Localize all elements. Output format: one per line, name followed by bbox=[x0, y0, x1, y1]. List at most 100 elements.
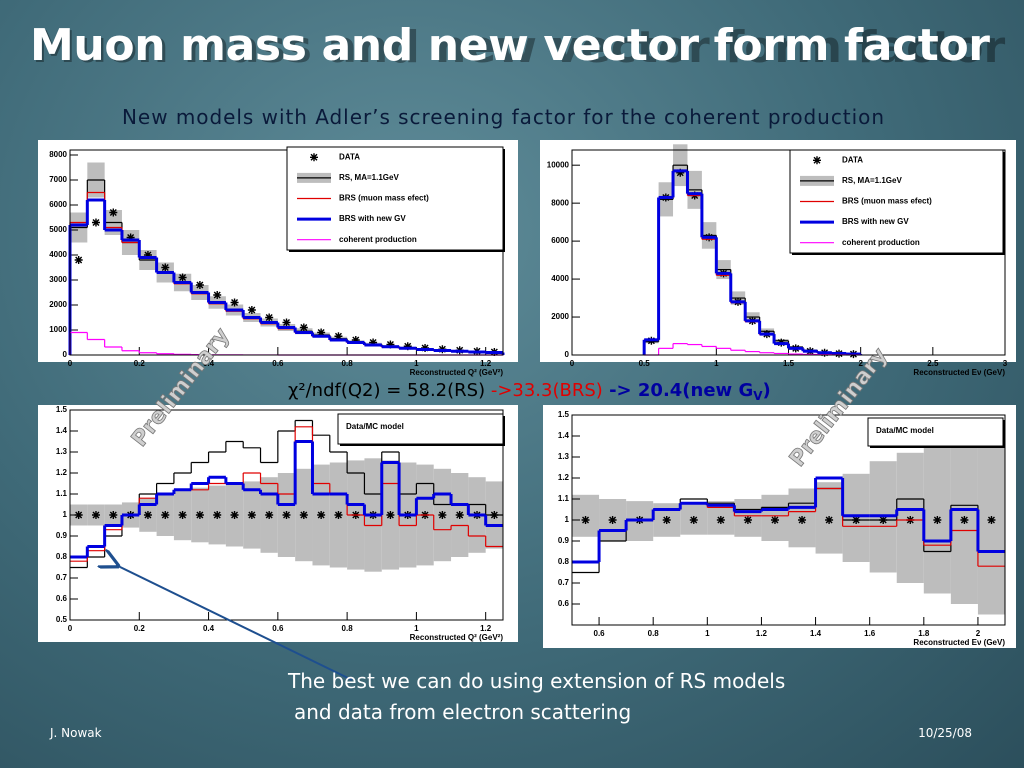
x-tick-label: 1.2 bbox=[756, 629, 768, 638]
note-line: and data from electron scattering bbox=[294, 700, 631, 724]
y-tick-label: 0.5 bbox=[56, 615, 68, 624]
data-point bbox=[282, 318, 291, 327]
x-axis-label: Reconstructed Q² (GeV²) bbox=[410, 633, 504, 642]
data-point bbox=[960, 516, 969, 524]
footer-author: J. Nowak bbox=[49, 726, 102, 740]
plot-frame bbox=[69, 409, 504, 621]
data-point bbox=[299, 323, 308, 332]
x-axis-label: Reconstructed Eν (GeV) bbox=[913, 368, 1005, 377]
data-point bbox=[770, 516, 779, 524]
x-tick-label: 2 bbox=[976, 629, 981, 638]
y-tick-label: 0 bbox=[63, 350, 68, 359]
x-tick-label: 1.5 bbox=[783, 359, 795, 368]
y-tick-label: 1.2 bbox=[558, 473, 570, 482]
x-tick-label: 2 bbox=[858, 359, 863, 368]
y-tick-label: 0.6 bbox=[56, 594, 68, 603]
x-tick-label: 1 bbox=[714, 359, 719, 368]
data-point bbox=[455, 511, 464, 519]
chi2-new-end: ) bbox=[763, 380, 771, 401]
y-tick-label: 8000 bbox=[551, 198, 569, 207]
y-tick-label: 6000 bbox=[49, 200, 67, 209]
data-point bbox=[299, 511, 308, 519]
data-point bbox=[74, 511, 83, 519]
title-shadow: Muon mass and new vector form factor bbox=[32, 22, 1005, 73]
data-point bbox=[178, 511, 187, 519]
legend-marker bbox=[813, 156, 821, 165]
chi2-new-sub: V bbox=[753, 389, 763, 403]
x-tick-label: 0.2 bbox=[134, 624, 146, 633]
x-tick-label: 1.4 bbox=[810, 629, 822, 638]
data-point bbox=[351, 336, 360, 344]
x-tick-label: 1 bbox=[414, 624, 419, 633]
data-point bbox=[195, 511, 204, 519]
x-tick-label: 2.5 bbox=[927, 359, 939, 368]
data-point bbox=[265, 313, 274, 322]
y-tick-label: 2000 bbox=[551, 312, 569, 321]
x-tick-label: 0.4 bbox=[203, 359, 215, 368]
legend-title: Data/MC model bbox=[346, 422, 404, 431]
x-tick-label: 0 bbox=[570, 359, 575, 368]
chi2-annotation: χ²/ndf(Q2) = 58.2(RS) ->33.3(BRS) -> 20.… bbox=[288, 380, 771, 403]
x-tick-label: 1.8 bbox=[918, 629, 930, 638]
data-point bbox=[161, 511, 170, 519]
data-point bbox=[91, 218, 100, 227]
data-point bbox=[265, 511, 274, 519]
y-tick-label: 4000 bbox=[551, 274, 569, 283]
x-tick-label: 0.8 bbox=[648, 629, 660, 638]
chi2-new: -> 20.4(new G bbox=[603, 380, 753, 401]
data-point bbox=[386, 340, 395, 349]
x-tick-label: 0.8 bbox=[342, 624, 354, 633]
data-point bbox=[825, 516, 834, 524]
data-point bbox=[369, 338, 378, 347]
data-point bbox=[282, 511, 291, 519]
x-tick-label: 0.6 bbox=[272, 624, 284, 633]
x-axis-label: Reconstructed Q² (GeV²) bbox=[410, 368, 504, 377]
y-tick-label: 0 bbox=[565, 350, 570, 359]
footer-date: 10/25/08 bbox=[918, 726, 972, 740]
y-tick-label: 3000 bbox=[49, 275, 67, 284]
y-tick-label: 1.4 bbox=[56, 426, 68, 435]
data-point bbox=[716, 516, 725, 524]
chi2-brs: ->33.3(BRS) bbox=[491, 380, 603, 401]
x-tick-label: 0.4 bbox=[203, 624, 215, 633]
legend-label: BRS (muon mass efect) bbox=[339, 194, 429, 203]
legend-label: RS, MA=1.1GeV bbox=[339, 173, 399, 182]
data-point bbox=[109, 208, 118, 217]
data-point bbox=[230, 511, 239, 519]
x-tick-label: 1 bbox=[414, 359, 419, 368]
y-tick-label: 1000 bbox=[49, 325, 67, 334]
data-point bbox=[438, 511, 447, 519]
x-tick-label: 0.6 bbox=[594, 629, 606, 638]
y-tick-label: 1.1 bbox=[56, 489, 68, 498]
error-band bbox=[572, 494, 600, 537]
y-tick-label: 1 bbox=[63, 510, 68, 519]
y-tick-label: 2000 bbox=[49, 300, 67, 309]
note-line: The best we can do using extension of RS… bbox=[287, 669, 785, 693]
data-point bbox=[317, 328, 326, 337]
y-tick-label: 1.3 bbox=[56, 447, 68, 456]
data-point bbox=[230, 298, 239, 307]
data-point bbox=[798, 516, 807, 524]
data-point bbox=[213, 511, 222, 519]
data-point bbox=[143, 251, 152, 259]
legend-box bbox=[286, 146, 504, 251]
data-point bbox=[334, 511, 343, 519]
x-tick-label: 0.6 bbox=[272, 359, 284, 368]
x-tick-label: 1.2 bbox=[480, 359, 492, 368]
data-point bbox=[143, 511, 152, 519]
legend-label: coherent production bbox=[339, 235, 417, 244]
legend-label: BRS (muon mass efect) bbox=[842, 197, 932, 206]
data-point bbox=[933, 516, 942, 524]
x-tick-label: 0.5 bbox=[639, 359, 651, 368]
legend-label: DATA bbox=[842, 155, 863, 164]
legend-box bbox=[867, 417, 1004, 447]
data-point bbox=[608, 516, 617, 524]
y-tick-label: 7000 bbox=[49, 175, 67, 184]
y-tick-label: 0.8 bbox=[558, 557, 570, 566]
x-tick-label: 0 bbox=[68, 624, 73, 633]
data-point bbox=[247, 306, 256, 314]
data-point bbox=[247, 511, 256, 519]
